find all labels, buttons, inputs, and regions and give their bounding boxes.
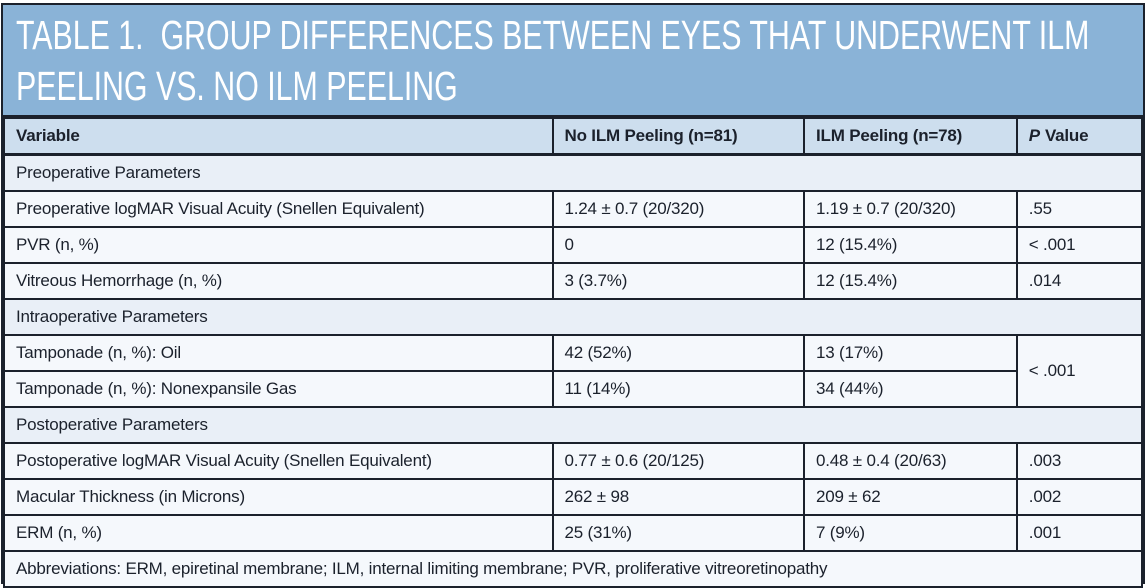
abbreviations-row: Abbreviations: ERM, epiretinal membrane;…	[3, 550, 1143, 588]
section-label: Postoperative Parameters	[3, 406, 1143, 444]
section-row-intraoperative: Intraoperative Parameters	[3, 298, 1143, 336]
cell-p-value: .002	[1015, 478, 1144, 516]
abbreviations-text: Abbreviations: ERM, epiretinal membrane;…	[3, 550, 1143, 588]
cell-ilm-value: 1.19 ± 0.7 (20/320)	[803, 190, 1018, 228]
cell-p-value: .014	[1015, 262, 1144, 300]
cell-variable: ERM (n, %)	[3, 514, 554, 552]
cell-ilm-value: 12 (15.4%)	[803, 262, 1018, 300]
cell-ilm-value: 0.48 ± 0.4 (20/63)	[803, 442, 1018, 480]
cell-p-value: .001	[1015, 514, 1144, 552]
cell-variable: Preoperative logMAR Visual Acuity (Snell…	[3, 190, 554, 228]
section-label: Preoperative Parameters	[3, 153, 1143, 192]
cell-variable: Vitreous Hemorrhage (n, %)	[3, 262, 554, 300]
table-row: Macular Thickness (in Microns) 262 ± 98 …	[3, 478, 1144, 516]
cell-no-ilm-value: 0	[551, 226, 806, 264]
cell-ilm-value: 7 (9%)	[803, 514, 1018, 552]
table-title-line1: TABLE 1. GROUP DIFFERENCES BETWEEN EYES …	[16, 12, 1090, 58]
table-row: Tamponade (n, %): Oil 42 (52%) 13 (17%) …	[3, 334, 1144, 408]
header-ilm-peeling: ILM Peeling (n=78)	[803, 117, 1018, 156]
header-p-value-rest: Value	[1044, 126, 1089, 145]
cell-ilm-value: 12 (15.4%)	[803, 226, 1018, 264]
cell-no-ilm-value: 25 (31%)	[551, 514, 806, 552]
cell-ilm-value: 34 (44%)	[803, 370, 1018, 408]
cell-no-ilm-value: 42 (52%)	[551, 334, 806, 372]
table-container: TABLE 1. GROUP DIFFERENCES BETWEEN EYES …	[1, 3, 1145, 588]
header-p-value-italic: P	[1028, 126, 1040, 145]
cell-variable: Postoperative logMAR Visual Acuity (Snel…	[3, 442, 554, 480]
cell-variable: Tamponade (n, %): Oil	[3, 334, 554, 372]
cell-no-ilm-value: 1.24 ± 0.7 (20/320)	[551, 190, 806, 228]
table-row: Vitreous Hemorrhage (n, %) 3 (3.7%) 12 (…	[3, 262, 1144, 300]
section-label: Intraoperative Parameters	[3, 298, 1143, 336]
table-row: Tamponade (n, %): Nonexpansile Gas 11 (1…	[3, 370, 1142, 408]
header-no-ilm-peeling: No ILM Peeling (n=81)	[551, 117, 806, 156]
cell-no-ilm-value: 11 (14%)	[551, 370, 806, 408]
group-differences-table: Variable No ILM Peeling (n=81) ILM Peeli…	[3, 117, 1144, 588]
table-header-row: Variable No ILM Peeling (n=81) ILM Peeli…	[3, 117, 1144, 156]
cell-p-value: .003	[1015, 442, 1144, 480]
table-title-bar: TABLE 1. GROUP DIFFERENCES BETWEEN EYES …	[3, 5, 1143, 117]
cell-no-ilm-value: 262 ± 98	[551, 478, 806, 516]
cell-p-value: .55	[1015, 190, 1144, 228]
table-title-line2: PEELING VS. NO ILM PEELING	[16, 63, 458, 109]
section-row-preoperative: Preoperative Parameters	[3, 153, 1143, 192]
cell-ilm-value: 13 (17%)	[803, 334, 1018, 372]
cell-variable: PVR (n, %)	[3, 226, 554, 264]
table-row: Postoperative logMAR Visual Acuity (Snel…	[3, 442, 1144, 480]
cell-variable: Tamponade (n, %): Nonexpansile Gas	[3, 370, 554, 408]
table-row: Preoperative logMAR Visual Acuity (Snell…	[3, 190, 1144, 228]
cell-p-value: < .001	[1015, 226, 1144, 264]
cell-variable: Macular Thickness (in Microns)	[3, 478, 554, 516]
table-row: ERM (n, %) 25 (31%) 7 (9%) .001	[3, 514, 1144, 552]
cell-p-value-merged: < .001	[1015, 334, 1144, 408]
cell-ilm-value: 209 ± 62	[803, 478, 1018, 516]
table-row: PVR (n, %) 0 12 (15.4%) < .001	[3, 226, 1144, 264]
cell-no-ilm-value: 0.77 ± 0.6 (20/125)	[551, 442, 806, 480]
cell-no-ilm-value: 3 (3.7%)	[551, 262, 806, 300]
section-row-postoperative: Postoperative Parameters	[3, 406, 1143, 444]
header-variable: Variable	[3, 117, 554, 156]
header-p-value: P Value	[1015, 117, 1144, 156]
